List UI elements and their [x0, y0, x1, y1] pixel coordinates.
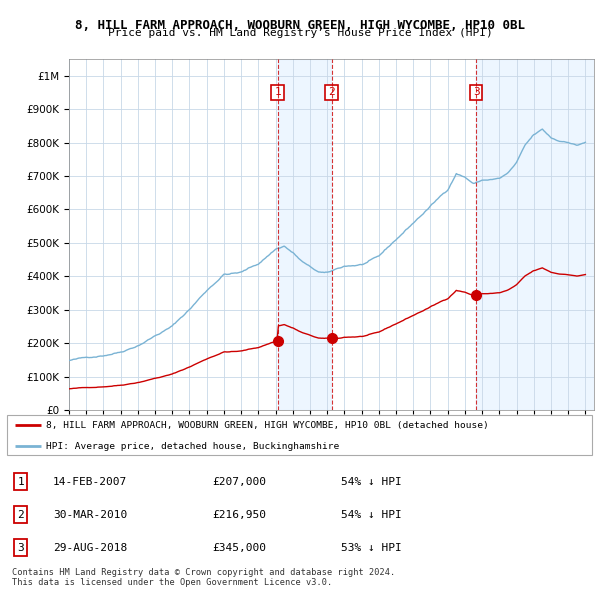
- Bar: [278, 59, 331, 410]
- Text: 2: 2: [17, 510, 24, 520]
- Text: 3: 3: [17, 543, 24, 553]
- Text: Contains HM Land Registry data © Crown copyright and database right 2024.
This d: Contains HM Land Registry data © Crown c…: [12, 568, 395, 587]
- Text: 14-FEB-2007: 14-FEB-2007: [53, 477, 127, 487]
- Text: 54% ↓ HPI: 54% ↓ HPI: [341, 510, 402, 520]
- Text: 8, HILL FARM APPROACH, WOOBURN GREEN, HIGH WYCOMBE, HP10 0BL (detached house): 8, HILL FARM APPROACH, WOOBURN GREEN, HI…: [46, 421, 489, 430]
- Text: 53% ↓ HPI: 53% ↓ HPI: [341, 543, 402, 553]
- Text: £345,000: £345,000: [212, 543, 266, 553]
- Text: £216,950: £216,950: [212, 510, 266, 520]
- Text: 54% ↓ HPI: 54% ↓ HPI: [341, 477, 402, 487]
- Text: 8, HILL FARM APPROACH, WOOBURN GREEN, HIGH WYCOMBE, HP10 0BL: 8, HILL FARM APPROACH, WOOBURN GREEN, HI…: [75, 19, 525, 32]
- Text: 30-MAR-2010: 30-MAR-2010: [53, 510, 127, 520]
- FancyBboxPatch shape: [7, 415, 592, 455]
- Bar: [476, 59, 594, 410]
- Text: 3: 3: [473, 87, 479, 97]
- Text: 29-AUG-2018: 29-AUG-2018: [53, 543, 127, 553]
- Text: 1: 1: [17, 477, 24, 487]
- Text: £207,000: £207,000: [212, 477, 266, 487]
- Text: Price paid vs. HM Land Registry’s House Price Index (HPI): Price paid vs. HM Land Registry’s House …: [107, 28, 493, 38]
- Text: HPI: Average price, detached house, Buckinghamshire: HPI: Average price, detached house, Buck…: [46, 442, 339, 451]
- Text: 1: 1: [274, 87, 281, 97]
- Text: 2: 2: [328, 87, 335, 97]
